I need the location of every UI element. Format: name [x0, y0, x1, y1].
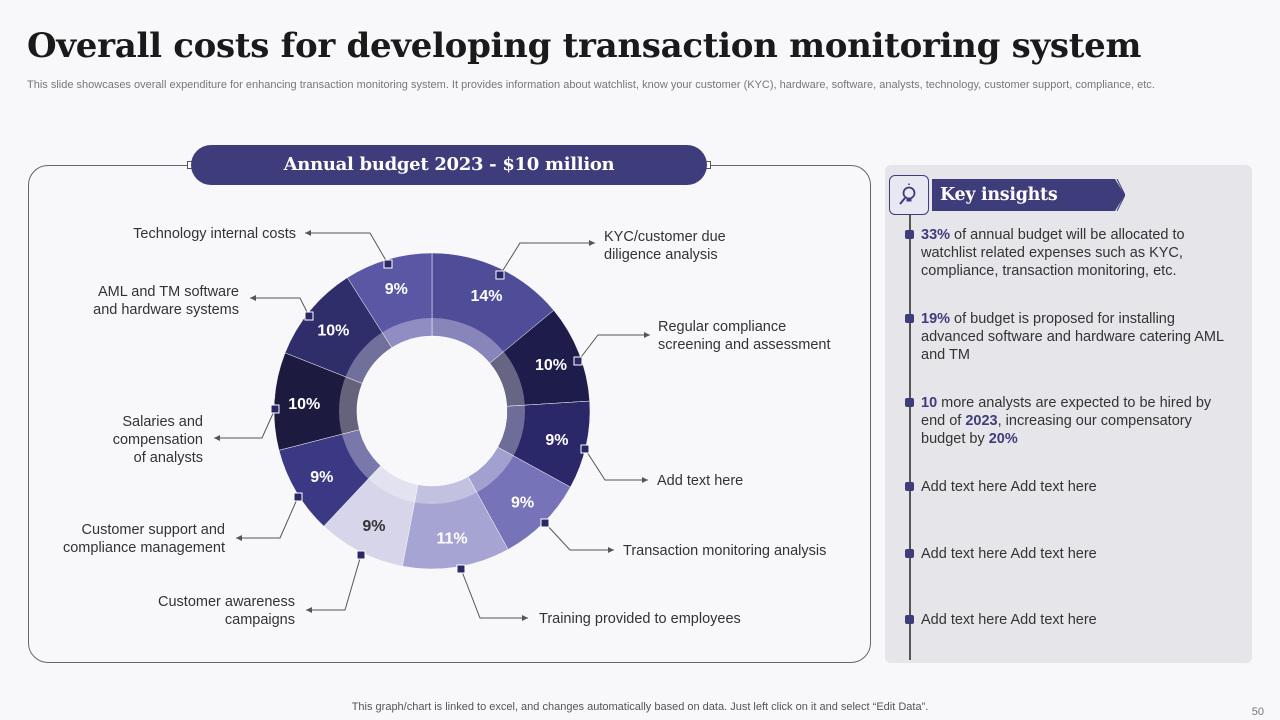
slice-value-label: 9%: [310, 469, 333, 486]
insight-bullet: [905, 314, 914, 323]
callout-customer-support: Customer support and compliance manageme…: [62, 522, 225, 556]
slice-value-label: 10%: [535, 357, 567, 374]
insight-highlight: 10: [921, 395, 938, 411]
footer-note: This graph/chart is linked to excel, and…: [351, 701, 929, 713]
leader-arrowhead: [644, 332, 650, 338]
callout-regular-compliance: Regular compliance screening and assessm…: [658, 319, 831, 353]
leader-arrowhead: [214, 435, 220, 441]
leader-marker: [495, 270, 505, 280]
insight-text: Add text here Add text here: [921, 611, 1236, 629]
insight-highlight: 20%: [988, 431, 1018, 447]
page-title: Overall costs for developing transaction…: [27, 26, 1142, 66]
leader-marker: [456, 564, 466, 574]
leader-arrowhead: [608, 547, 614, 553]
leader-line: [236, 496, 299, 539]
insight-span: Add text here Add text here: [921, 546, 1097, 562]
leader-marker: [573, 356, 583, 366]
insight-bullet: [905, 549, 914, 558]
leader-marker: [304, 311, 314, 321]
leader-marker: [580, 444, 590, 454]
callout-aml: AML and TM software and hardware systems: [93, 284, 239, 318]
key-insights-banner: [932, 179, 1125, 211]
donut-hole: [357, 336, 507, 486]
slice-value-label: 10%: [317, 322, 349, 339]
leader-marker: [293, 492, 303, 502]
slice-value-label: 9%: [545, 432, 568, 449]
insights-timeline: [909, 215, 911, 660]
budget-banner: Annual budget 2023 - $10 million: [191, 145, 707, 185]
leader-marker: [540, 518, 550, 528]
leader-arrowhead: [589, 240, 595, 246]
page-subtitle: This slide showcases overall expenditure…: [27, 79, 1155, 91]
leader-line: [250, 297, 310, 317]
insight-text: Add text here Add text here: [921, 545, 1236, 563]
insight-bullet: [905, 482, 914, 491]
callout-tech: Technology internal costs: [133, 226, 296, 242]
insights-panel: [885, 165, 1252, 663]
leader-line: [577, 334, 650, 362]
insight-text: 10 more analysts are expected to be hire…: [921, 394, 1236, 448]
slice-value-label: 14%: [470, 288, 502, 305]
callout-add-text: Add text here: [657, 473, 744, 489]
leader-line: [460, 568, 528, 619]
leader-arrowhead: [250, 295, 256, 301]
insight-bullet: [905, 398, 914, 407]
insight-span: Add text here Add text here: [921, 479, 1097, 495]
insight-text: 33% of annual budget will be allocated t…: [921, 226, 1236, 280]
insight-highlight: 33%: [921, 227, 951, 243]
leader-arrowhead: [522, 615, 528, 621]
insight-text: 19% of budget is proposed for installing…: [921, 310, 1236, 364]
insight-highlight: 2023: [965, 413, 998, 429]
leader-arrowhead: [642, 477, 648, 483]
insight-span: , increasing our compensatory budget by: [921, 413, 1192, 447]
callout-kyc: KYC/customer due diligence analysis: [604, 229, 726, 263]
leader-line: [584, 448, 648, 481]
insight-highlight: 19%: [921, 311, 951, 327]
leader-marker: [270, 404, 280, 414]
callout-awareness: Customer awareness campaigns: [158, 594, 295, 628]
insight-span: of budget is proposed for installing adv…: [921, 311, 1224, 363]
insight-span: Add text here Add text here: [921, 612, 1097, 628]
leader-arrowhead: [236, 535, 242, 541]
insight-span: of annual budget will be allocated to wa…: [921, 227, 1185, 279]
slice-value-label: 10%: [288, 396, 320, 413]
slice-value-label: 9%: [362, 518, 385, 535]
leader-marker: [383, 259, 393, 269]
insight-bullet: [905, 230, 914, 239]
leader-line: [499, 242, 595, 276]
donut-inner-ring: [339, 318, 525, 504]
insight-bullet: [905, 615, 914, 624]
leader-line: [214, 408, 276, 439]
callout-transaction-monitoring: Transaction monitoring analysis: [623, 543, 827, 559]
lightbulb-icon: [889, 175, 929, 215]
slice-value-label: 9%: [511, 495, 534, 512]
leader-marker: [356, 550, 366, 560]
leader-line: [305, 232, 389, 265]
callout-salaries: Salaries and compensation of analysts: [112, 414, 203, 466]
slice-value-label: 9%: [385, 281, 408, 298]
leader-line: [306, 554, 362, 611]
leader-arrowhead: [306, 607, 312, 613]
slice-value-label: 11%: [436, 530, 467, 547]
callout-training: Training provided to employees: [539, 611, 741, 627]
page-number: 50: [1251, 706, 1264, 718]
key-insights-title: Key insights: [940, 185, 1058, 205]
leader-arrowhead: [305, 230, 311, 236]
leader-line: [544, 522, 614, 551]
insight-span: more analysts are expected to be hired b…: [921, 395, 1212, 429]
insight-text: Add text here Add text here: [921, 478, 1236, 496]
